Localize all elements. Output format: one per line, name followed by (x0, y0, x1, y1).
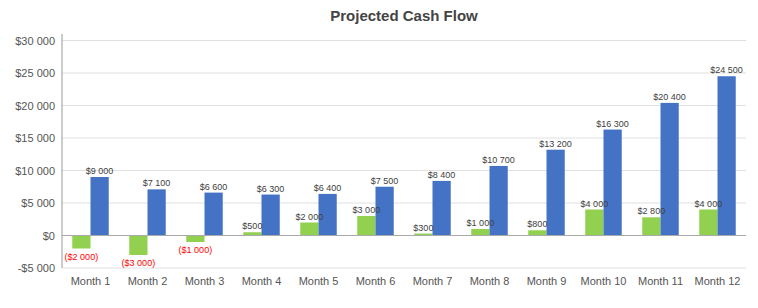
zero-line (62, 235, 746, 236)
grid-line (62, 105, 746, 106)
x-tick-label: Month 8 (470, 275, 510, 287)
bar (547, 150, 565, 236)
y-tick-label: -$5 000 (18, 262, 55, 274)
data-label: ($3 000) (122, 258, 156, 268)
bar (72, 236, 90, 249)
data-labels: ($2 000) ($3 000) ($1 000) $500 $2 000 $3 000… (65, 65, 743, 268)
bar (205, 193, 223, 236)
bar (604, 130, 622, 236)
grid-line (62, 170, 746, 171)
data-label: $500 (242, 221, 262, 231)
data-label: ($1 000) (179, 245, 213, 255)
x-tick-label: Month 6 (356, 275, 396, 287)
bar (585, 210, 603, 236)
bar (471, 229, 489, 236)
data-label: $9 000 (86, 166, 114, 176)
grid-line (62, 138, 746, 139)
data-label: $3 000 (353, 205, 381, 215)
x-tick-label: Month 7 (413, 275, 453, 287)
y-tick-label: $0 (43, 230, 55, 242)
data-label: $6 600 (200, 182, 228, 192)
x-tick-label: Month 3 (185, 275, 225, 287)
grid-line (62, 268, 746, 269)
bar (262, 195, 280, 236)
bar (129, 236, 147, 256)
bar (357, 216, 375, 236)
bar (186, 236, 204, 243)
grid-line (62, 235, 746, 236)
data-label: $4 000 (581, 199, 609, 209)
y-tick-label: $25 000 (15, 67, 55, 79)
bar (718, 76, 736, 235)
y-axis-line (62, 34, 63, 268)
y-tick-label: $15 000 (15, 132, 55, 144)
grid (62, 41, 746, 269)
data-label: $7 100 (143, 178, 171, 188)
y-tick-label: $20 000 (15, 100, 55, 112)
data-label: $6 300 (257, 184, 285, 194)
grid-line (62, 40, 746, 41)
x-tick-label: Month 4 (242, 275, 282, 287)
y-tick-label: $30 000 (15, 35, 55, 47)
x-tick-label: Month 2 (128, 275, 168, 287)
x-tick-label: Month 10 (581, 275, 627, 287)
data-label: $2 800 (638, 206, 666, 216)
data-label: $13 200 (539, 139, 572, 149)
data-label: ($2 000) (65, 252, 99, 262)
x-tick-label: Month 9 (527, 275, 567, 287)
y-tick-label: $5 000 (21, 197, 55, 209)
bars (72, 76, 735, 255)
grid-line (62, 73, 746, 74)
bar (642, 217, 660, 235)
data-label: $2 000 (296, 212, 324, 222)
y-tick-label: $10 000 (15, 165, 55, 177)
bar (528, 230, 546, 235)
chart: Projected Cash Flow -$5 000 $0 $5 000 $10 00… (0, 0, 758, 308)
bar (300, 223, 318, 236)
x-tick-label: Month 11 (638, 275, 683, 287)
x-tick-label: Month 5 (299, 275, 339, 287)
title: Projected Cash Flow (330, 7, 478, 24)
data-label: $300 (413, 223, 433, 233)
bar (699, 210, 717, 236)
data-label: $1 000 (467, 218, 495, 228)
bar (433, 181, 451, 236)
data-label: $10 700 (482, 155, 515, 165)
data-label: $4 000 (695, 199, 723, 209)
x-tick-label: Month 12 (695, 275, 741, 287)
data-label: $8 400 (428, 170, 456, 180)
data-label: $7 500 (371, 176, 399, 186)
data-label: $800 (527, 219, 547, 229)
data-label: $20 400 (653, 92, 686, 102)
data-label: $24 500 (710, 65, 743, 75)
bar (148, 189, 166, 235)
data-label: $6 400 (314, 183, 342, 193)
data-label: $16 300 (596, 119, 629, 129)
x-tick-label: Month 1 (71, 275, 111, 287)
bar (91, 177, 109, 236)
